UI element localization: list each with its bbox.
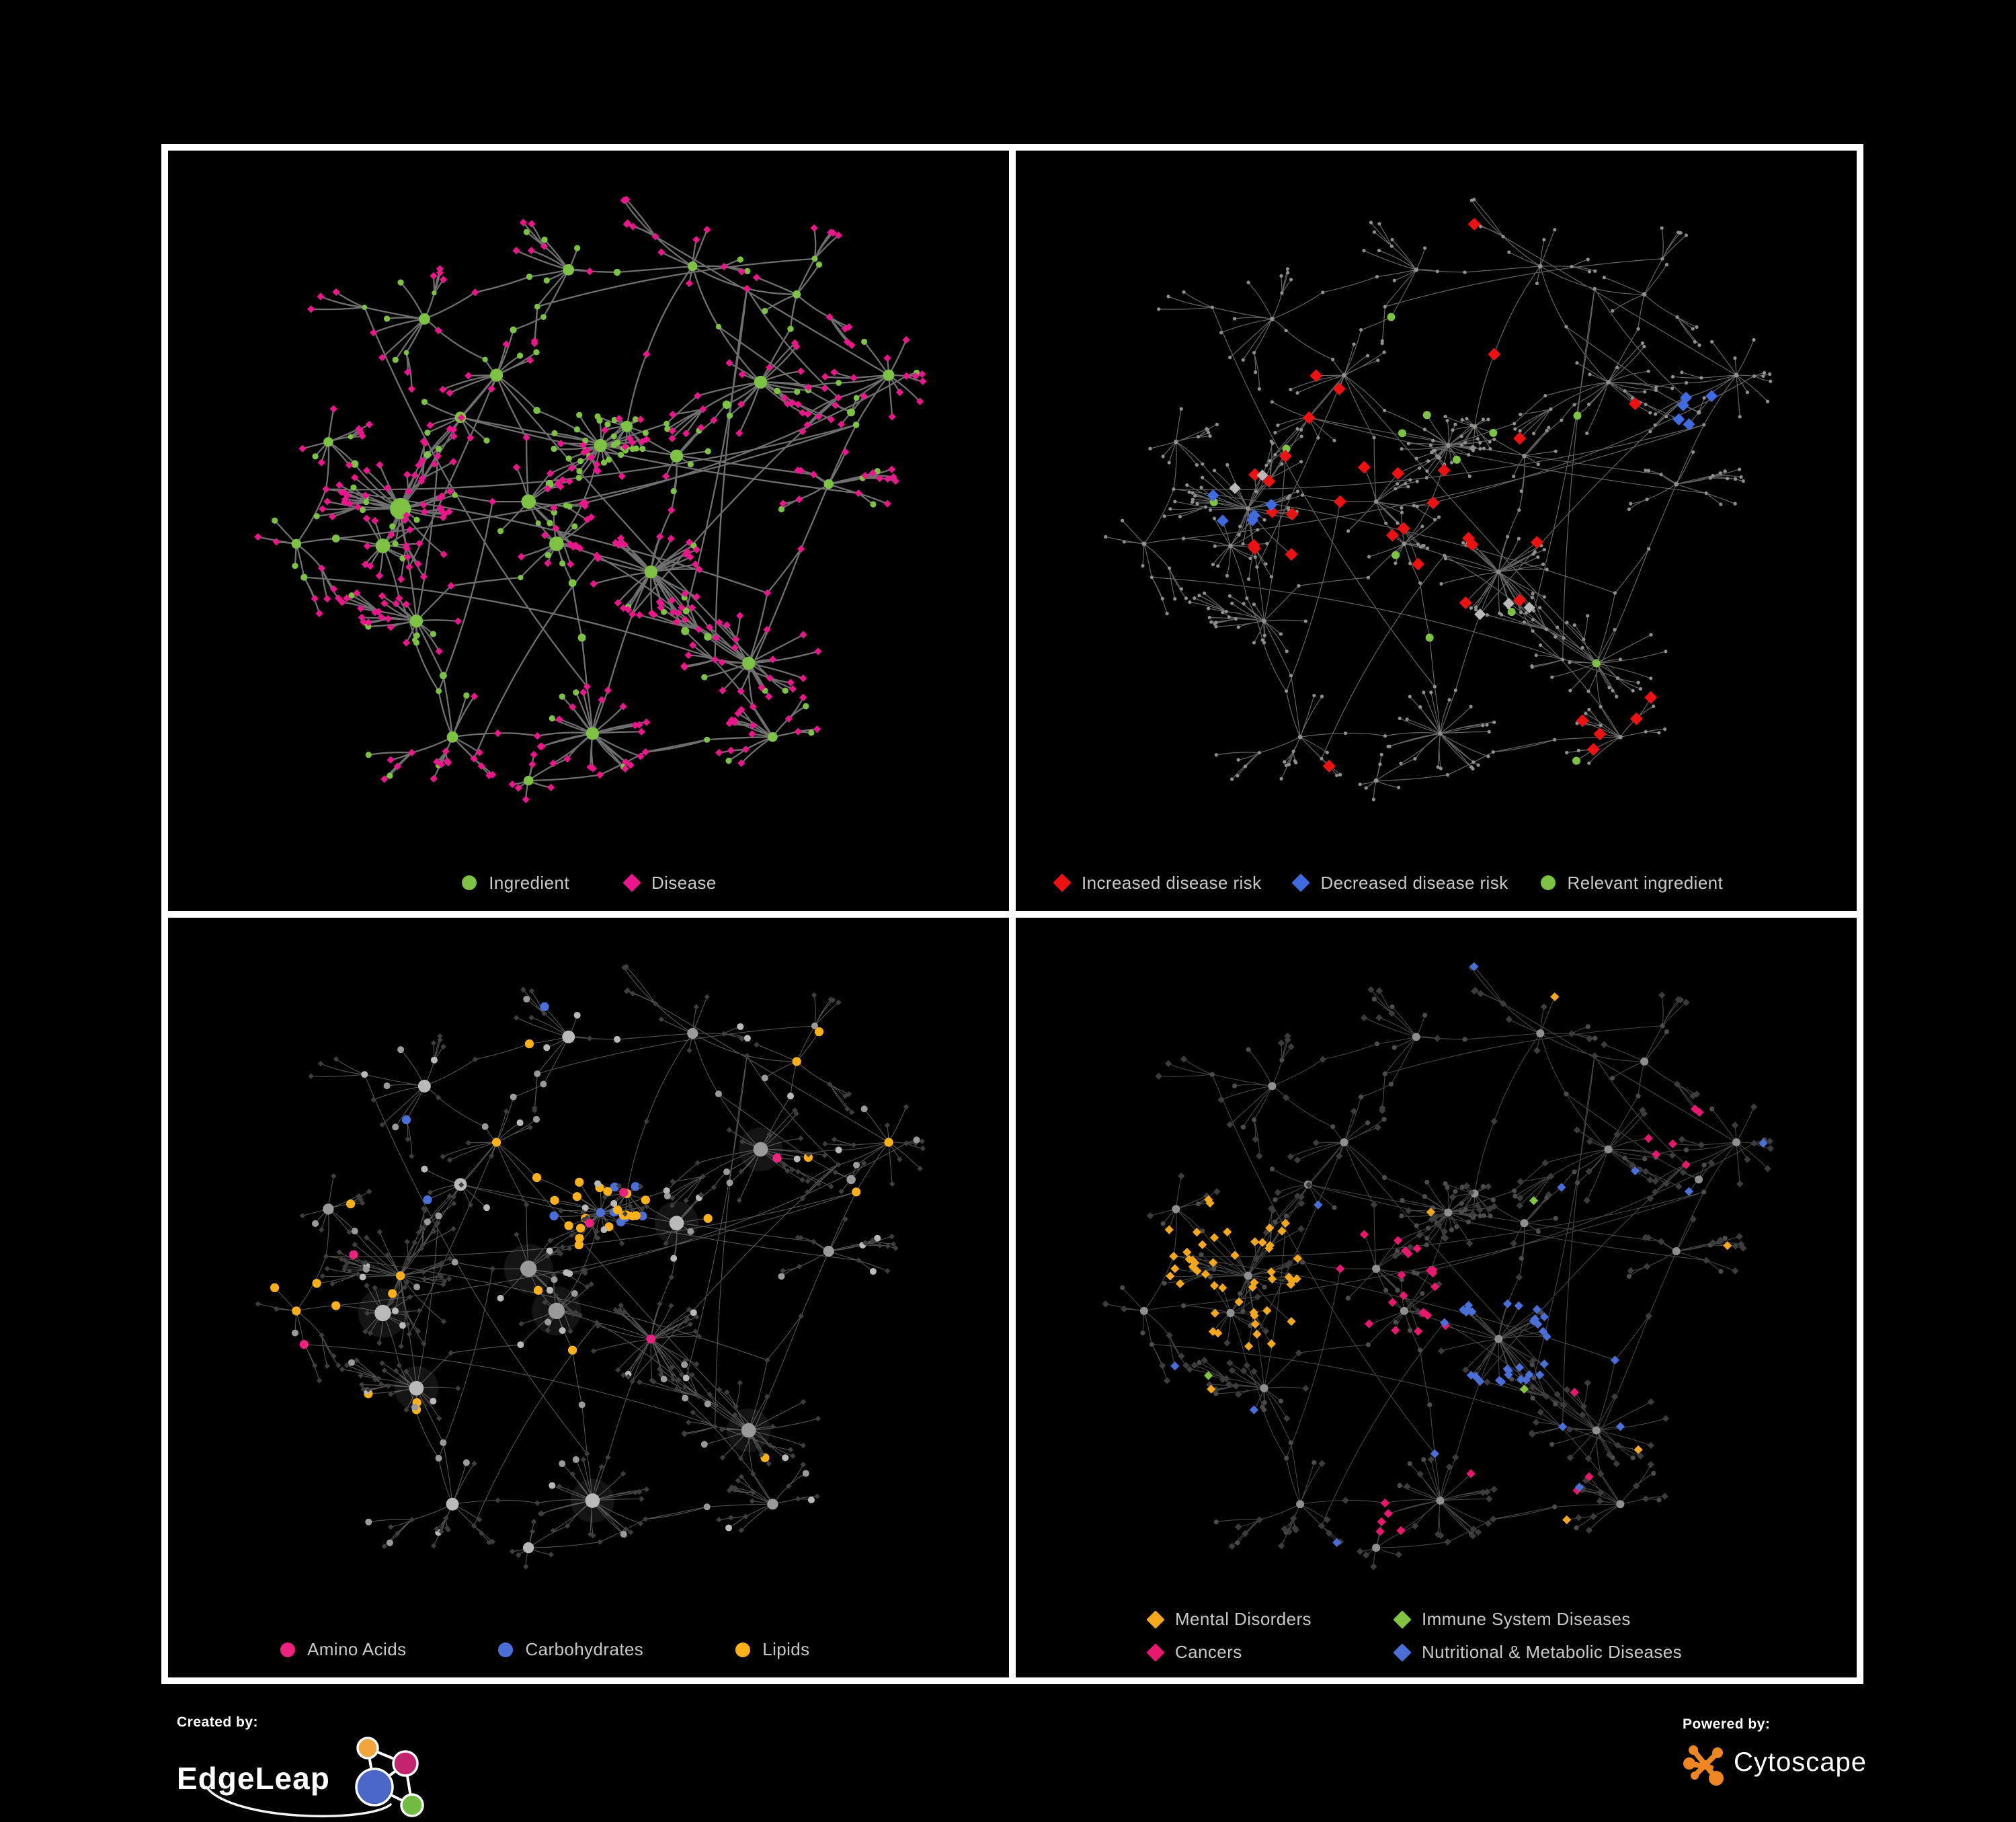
legend-item: Decreased disease risk (1291, 872, 1508, 894)
nodes-layer (1336, 1104, 1704, 1536)
cytoscape-logo-icon (1683, 1745, 1724, 1786)
legend-circle-icon (498, 1642, 514, 1657)
legend-label: Ingredient (489, 872, 569, 893)
legend-item: Immune System Diseases (1393, 1609, 1682, 1630)
panel-disease-risk: Increased disease risk Decreased disease … (1012, 147, 1860, 914)
nodes-layer (1164, 992, 1732, 1524)
legend-diamond-icon (1393, 1642, 1412, 1662)
legend-diamond-icon (1146, 1610, 1165, 1629)
created-by-label: Created by: (177, 1714, 259, 1730)
network-canvas-disease-risk (1104, 198, 1773, 801)
panel-ingredient-classes: Amino Acids Carbohydrates Lipids (165, 914, 1012, 1681)
nodes-layer (270, 1027, 893, 1462)
edgeleap-wordmark: EdgeLeap (177, 1761, 330, 1796)
edgeleap-logo-icon (205, 1737, 424, 1818)
edges-layer (1105, 199, 1771, 800)
panel-disease-categories: Mental Disorders Immune System Diseases Ca… (1012, 914, 1860, 1681)
network-canvas-disease-categories (1102, 961, 1775, 1570)
legend-label: Carbohydrates (525, 1639, 644, 1659)
nodes-layer (1209, 313, 1601, 765)
network-canvas-ingredient-classes (255, 963, 926, 1569)
powered-by-block: Powered by: Cytoscape (1683, 1716, 1867, 1788)
cytoscape-wordmark: Cytoscape (1734, 1747, 1867, 1777)
panel-legend: Amino Acids Carbohydrates Lipids (168, 1639, 1009, 1660)
legend-item: Increased disease risk (1053, 873, 1261, 894)
legend-circle-icon (280, 1642, 295, 1657)
nodes-layer (1229, 469, 1535, 621)
legend-label: Nutritional & Metabolic Diseases (1422, 1642, 1683, 1662)
legend-label: Relevant ingredient (1567, 872, 1724, 893)
legend-diamond-icon (1393, 1610, 1412, 1629)
legend-label: Amino Acids (307, 1639, 407, 1659)
panel-grid: Ingredient Disease Increased disease risk… (161, 144, 1863, 1684)
legend-label: Decreased disease risk (1320, 872, 1508, 893)
edges-layer (257, 965, 923, 1567)
edges-layer (257, 198, 923, 800)
legend-label: Disease (651, 872, 717, 893)
legend-item: Disease (622, 872, 717, 894)
network-canvas-ingredient-disease (254, 196, 927, 803)
panel-legend: Increased disease risk Decreased disease … (1016, 873, 1857, 894)
legend-diamond-icon (1146, 1642, 1165, 1662)
panel-ingredient-disease: Ingredient Disease (165, 147, 1012, 914)
legend-item: Carbohydrates (497, 1639, 643, 1660)
legend-label: Lipids (762, 1639, 810, 1659)
legend-label: Immune System Diseases (1422, 1609, 1631, 1629)
legend-circle-icon (735, 1642, 751, 1657)
panel-legend: Ingredient Disease (168, 873, 1009, 894)
nodes-layer (1120, 996, 1767, 1545)
legend-diamond-icon (1291, 873, 1311, 892)
legend-diamond-icon (622, 873, 641, 892)
hub-halo-layer (358, 1127, 783, 1523)
nodes-layer (359, 1011, 881, 1553)
legend-label: Cancers (1175, 1642, 1242, 1662)
nodes-layer (401, 1002, 647, 1226)
powered-by-label: Powered by: (1683, 1716, 1771, 1732)
legend-label: Mental Disorders (1175, 1609, 1312, 1629)
legend-label: Increased disease risk (1082, 872, 1262, 893)
legend-item: Relevant ingredient (1539, 873, 1724, 894)
legend-item: Amino Acids (279, 1639, 406, 1660)
nodes-layer (272, 229, 920, 786)
panel-legend: Mental Disorders Immune System Diseases Ca… (1146, 1609, 1683, 1663)
legend-item: Lipids (734, 1639, 809, 1660)
legend-diamond-icon (1053, 873, 1072, 892)
edges-layer (1105, 965, 1771, 1567)
legend-circle-icon (462, 875, 477, 890)
created-by-block: Created by: EdgeLeap (177, 1714, 440, 1822)
legend-item: Cancers (1146, 1642, 1394, 1663)
legend-circle-icon (1540, 875, 1556, 890)
nodes-layer (1139, 1029, 1741, 1552)
legend-item: Mental Disorders (1146, 1609, 1394, 1630)
legend-item: Nutritional & Metabolic Diseases (1393, 1642, 1683, 1663)
legend-item: Ingredient (460, 873, 569, 894)
